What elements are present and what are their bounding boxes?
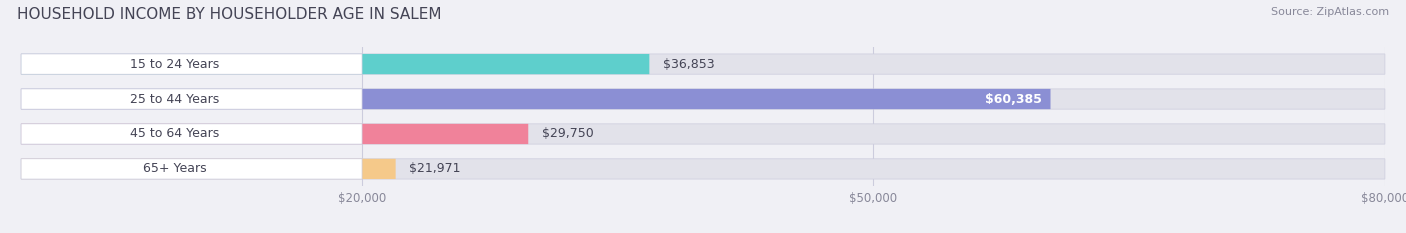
Text: $21,971: $21,971 bbox=[409, 162, 461, 175]
FancyBboxPatch shape bbox=[21, 54, 1385, 74]
FancyBboxPatch shape bbox=[21, 124, 1385, 144]
FancyBboxPatch shape bbox=[21, 159, 395, 179]
FancyBboxPatch shape bbox=[21, 54, 363, 74]
FancyBboxPatch shape bbox=[21, 124, 363, 144]
Text: Source: ZipAtlas.com: Source: ZipAtlas.com bbox=[1271, 7, 1389, 17]
Text: 65+ Years: 65+ Years bbox=[142, 162, 207, 175]
FancyBboxPatch shape bbox=[21, 89, 1050, 109]
FancyBboxPatch shape bbox=[21, 124, 529, 144]
Text: 15 to 24 Years: 15 to 24 Years bbox=[129, 58, 219, 71]
Text: $60,385: $60,385 bbox=[986, 93, 1042, 106]
Text: $36,853: $36,853 bbox=[664, 58, 714, 71]
Text: 45 to 64 Years: 45 to 64 Years bbox=[129, 127, 219, 140]
Text: HOUSEHOLD INCOME BY HOUSEHOLDER AGE IN SALEM: HOUSEHOLD INCOME BY HOUSEHOLDER AGE IN S… bbox=[17, 7, 441, 22]
FancyBboxPatch shape bbox=[21, 159, 363, 179]
FancyBboxPatch shape bbox=[21, 54, 650, 74]
FancyBboxPatch shape bbox=[21, 89, 1385, 109]
FancyBboxPatch shape bbox=[21, 89, 363, 109]
Text: 25 to 44 Years: 25 to 44 Years bbox=[129, 93, 219, 106]
FancyBboxPatch shape bbox=[21, 159, 1385, 179]
Text: $29,750: $29,750 bbox=[541, 127, 593, 140]
